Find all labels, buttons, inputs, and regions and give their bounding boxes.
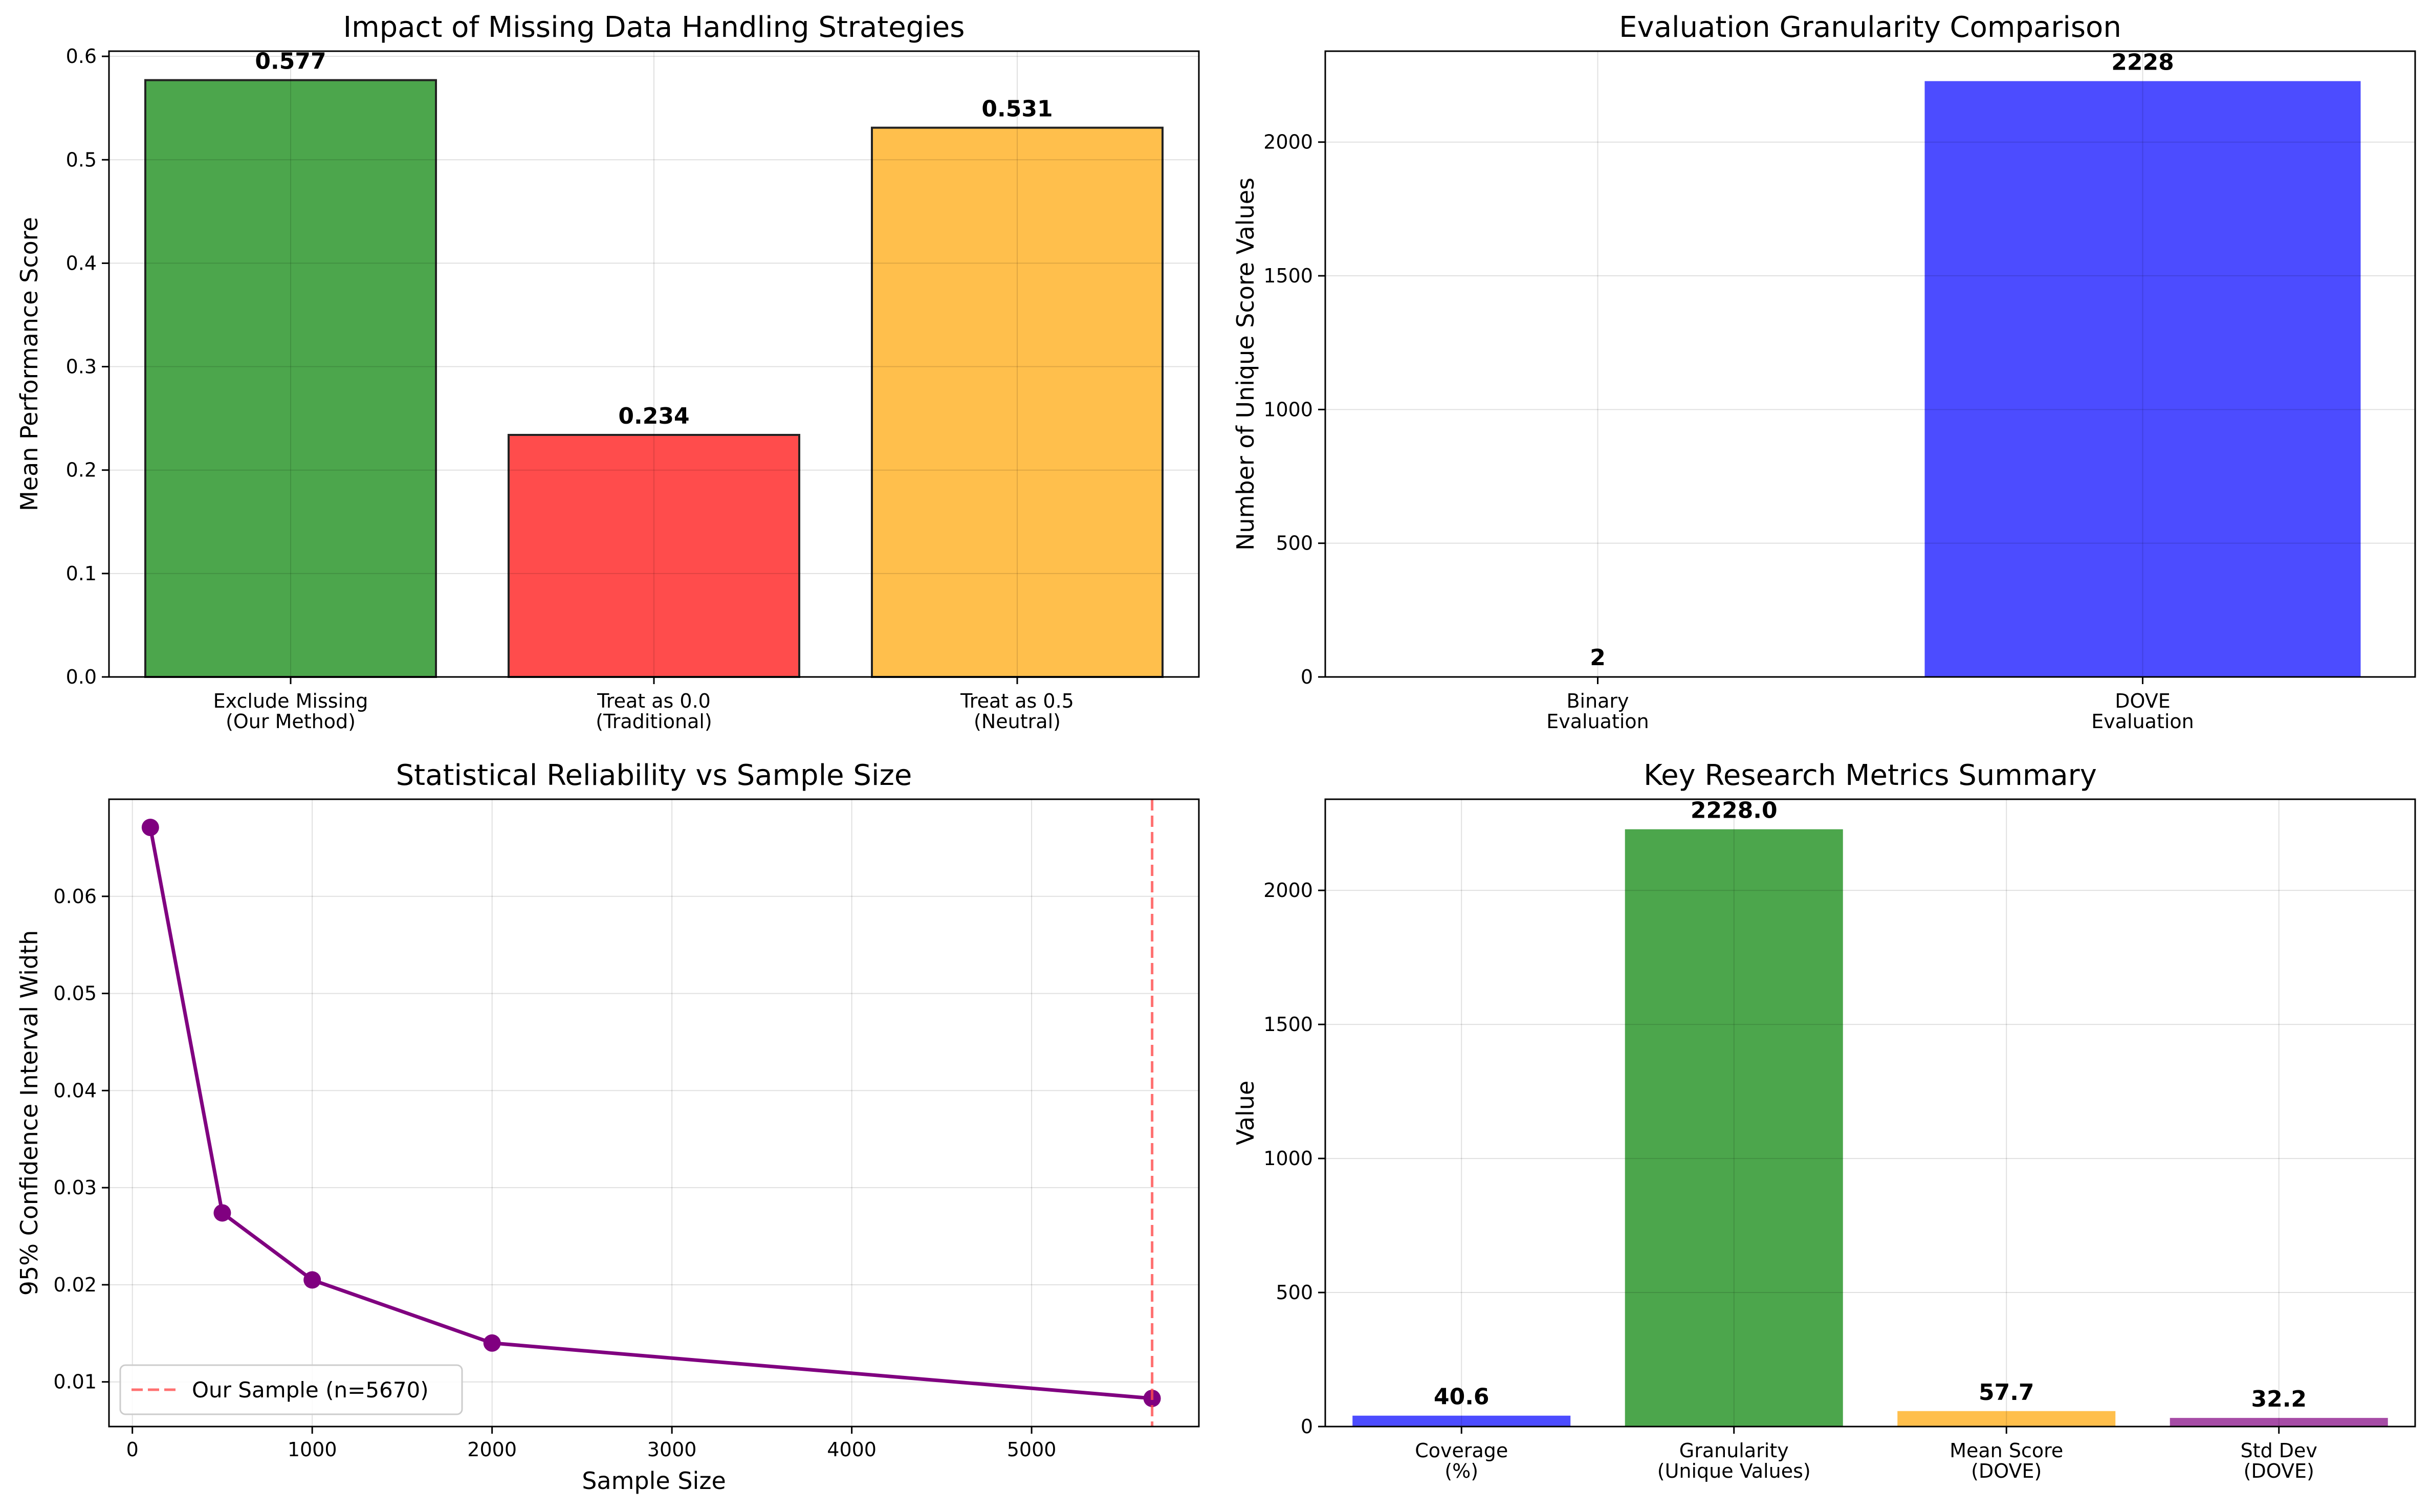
data-point: [213, 1204, 231, 1222]
bar: [1897, 1411, 2116, 1427]
data-label: 0.577: [255, 49, 326, 75]
x-tick-label: Exclude Missing (Our Method): [213, 690, 368, 733]
axes-frame: [108, 798, 1200, 1428]
bar: [1352, 1415, 1571, 1427]
x-tick-label: Coverage (%): [1415, 1439, 1508, 1482]
data-point: [303, 1271, 321, 1289]
data-label: 0.531: [981, 96, 1053, 122]
axes-frame: [1324, 798, 2416, 1428]
axes-frame: [1324, 50, 2416, 678]
y-tick-label: 500: [1276, 1281, 1313, 1304]
y-tick-label: 500: [1276, 532, 1313, 555]
axes-frame: [108, 50, 1200, 678]
y-tick-label: 0.01: [53, 1371, 97, 1393]
x-tick-label: 5000: [1007, 1438, 1057, 1461]
y-tick-label: 0.3: [66, 356, 97, 378]
data-label: 2228.0: [1691, 798, 1778, 824]
y-tick-label: 0.5: [66, 148, 97, 171]
x-tick-label: 4000: [827, 1438, 877, 1461]
y-tick-label: 2000: [1263, 131, 1313, 154]
chart-title: Key Research Metrics Summary: [1644, 759, 2097, 792]
y-tick-label: 0: [1301, 1415, 1313, 1438]
data-label: 32.2: [2251, 1386, 2307, 1412]
x-tick-label: Granularity (Unique Values): [1657, 1439, 1811, 1482]
chart-title: Impact of Missing Data Handling Strategi…: [343, 11, 965, 44]
x-tick-label: 1000: [288, 1438, 337, 1461]
y-axis-label: Mean Performance Score: [15, 217, 43, 511]
y-tick-label: 0.6: [66, 45, 97, 68]
y-axis-label: Number of Unique Score Values: [1232, 178, 1259, 551]
y-tick-label: 1500: [1263, 1013, 1313, 1036]
x-tick-label: 0: [126, 1438, 139, 1461]
bar: [1924, 81, 2361, 677]
x-tick-label: Mean Score (DOVE): [1950, 1439, 2063, 1482]
chart-title: Statistical Reliability vs Sample Size: [396, 759, 912, 792]
x-tick-label: 2000: [467, 1438, 517, 1461]
x-tick-label: 3000: [647, 1438, 697, 1461]
x-tick-label: Treat as 0.0 (Traditional): [596, 690, 712, 733]
y-tick-label: 0.04: [53, 1079, 97, 1102]
data-label: 2: [1590, 645, 1606, 671]
legend-box: [119, 1364, 463, 1415]
y-tick-label: 0.2: [66, 459, 97, 481]
y-tick-label: 2000: [1263, 879, 1313, 902]
data-label: 57.7: [1979, 1379, 2034, 1406]
data-point: [483, 1334, 501, 1352]
subplot-2: Evaluation Granularity Comparison Number …: [1232, 11, 2416, 733]
subplot-3: Statistical Reliability vs Sample Size 95…: [15, 759, 1200, 1495]
y-tick-label: 1000: [1263, 398, 1313, 421]
y-tick-label: 0.1: [66, 562, 97, 585]
data-label: 2228: [2111, 50, 2174, 76]
bar: [2170, 1418, 2388, 1427]
y-tick-label: 0.02: [53, 1274, 97, 1296]
x-tick-label: Binary Evaluation: [1546, 690, 1649, 733]
y-tick-label: 0.06: [53, 885, 97, 908]
data-label: 0.234: [618, 403, 689, 429]
subplot-4: Key Research Metrics Summary Value 40.6 222…: [1232, 759, 2416, 1482]
y-axis-label: Value: [1232, 1081, 1259, 1145]
x-axis-label: Sample Size: [582, 1467, 726, 1495]
x-tick-label: DOVE Evaluation: [2091, 690, 2194, 733]
data-point: [141, 819, 159, 837]
legend-label: Our Sample (n=5670): [192, 1377, 429, 1403]
bar: [144, 79, 437, 678]
y-tick-label: 0.05: [53, 982, 97, 1005]
y-tick-label: 0.4: [66, 252, 97, 274]
y-tick-label: 1500: [1263, 265, 1313, 287]
x-tick-label: Treat as 0.5 (Neutral): [960, 690, 1074, 733]
x-tick-label: Std Dev (DOVE): [2241, 1439, 2317, 1482]
y-tick-label: 1000: [1263, 1147, 1313, 1170]
subplot-1: Impact of Missing Data Handling Strategi…: [15, 11, 1200, 733]
data-label: 40.6: [1434, 1384, 1490, 1410]
y-tick-label: 0.0: [66, 666, 97, 688]
y-tick-label: 0: [1301, 666, 1313, 688]
legend: Our Sample (n=5670): [119, 1364, 463, 1415]
chart-title: Evaluation Granularity Comparison: [1619, 11, 2121, 44]
bar: [1625, 829, 1843, 1427]
y-tick-label: 0.03: [53, 1176, 97, 1199]
y-axis-label: 95% Confidence Interval Width: [15, 930, 43, 1296]
